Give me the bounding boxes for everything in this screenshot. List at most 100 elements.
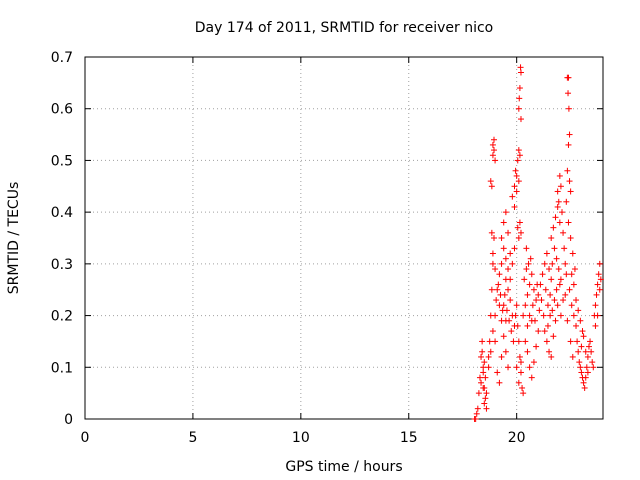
data-point (481, 400, 488, 407)
data-point (565, 141, 572, 148)
data-point (513, 302, 520, 309)
data-point (539, 271, 546, 278)
data-point (543, 338, 550, 345)
data-point (530, 286, 537, 293)
data-point (553, 286, 560, 293)
data-point (491, 147, 498, 154)
data-point (517, 64, 524, 71)
data-point (511, 183, 518, 190)
data-point (550, 333, 557, 340)
data-point (566, 131, 573, 138)
data-point (533, 297, 540, 304)
data-point (585, 343, 592, 350)
data-point (571, 266, 578, 273)
data-point (474, 405, 481, 412)
data-point (565, 219, 572, 226)
x-axis-label: GPS time / hours (285, 459, 402, 475)
data-point (492, 312, 499, 319)
data-point (494, 369, 501, 376)
data-point (505, 364, 512, 371)
data-point (473, 410, 480, 417)
axis-ticks: 0 5 10 15 20 0 0.1 0.2 0.3 0.4 0.5 0.6 0.7 (51, 50, 603, 446)
data-point (491, 235, 498, 241)
data-point (489, 250, 496, 257)
data-point (527, 255, 534, 262)
data-point (592, 322, 599, 329)
data-point (593, 291, 600, 298)
data-point (505, 266, 512, 273)
data-point (509, 260, 516, 267)
data-point (541, 260, 548, 267)
data-point (584, 353, 591, 360)
data-point (548, 276, 555, 283)
data-point (556, 172, 563, 179)
data-point (505, 229, 512, 236)
data-point (574, 338, 581, 345)
data-point (563, 198, 570, 205)
data-point (544, 302, 551, 309)
data-point (496, 271, 503, 278)
data-point (514, 224, 521, 231)
data-point (551, 297, 558, 304)
data-point (542, 286, 549, 293)
data-point (589, 359, 596, 366)
data-point (540, 312, 547, 319)
data-point (516, 85, 523, 92)
data-point (541, 328, 548, 335)
data-point (515, 178, 522, 185)
data-point (567, 338, 574, 345)
data-point (566, 178, 573, 185)
data-point (475, 390, 482, 397)
data-point (502, 255, 509, 262)
data-point (519, 384, 526, 391)
data-point (582, 374, 589, 381)
data-point (567, 188, 574, 195)
data-point (580, 333, 587, 340)
data-point (515, 338, 522, 345)
data-point (596, 286, 603, 293)
data-point (582, 348, 589, 355)
data-point (568, 271, 575, 278)
scatter-points (471, 64, 604, 422)
data-point (502, 209, 509, 216)
data-point (512, 167, 519, 174)
data-point (489, 141, 496, 148)
data-point (594, 281, 601, 288)
data-point (528, 374, 535, 381)
data-point (482, 395, 489, 402)
data-point (581, 384, 588, 391)
data-point (560, 297, 567, 304)
data-point (500, 333, 507, 340)
data-point (515, 147, 522, 154)
data-point (485, 353, 492, 360)
data-point (511, 245, 518, 252)
data-point (524, 348, 531, 355)
data-point (479, 348, 486, 355)
y-tick-label: 0.4 (51, 205, 73, 221)
data-point (479, 338, 486, 345)
data-point (570, 312, 577, 319)
data-point (577, 364, 584, 371)
data-point (547, 291, 554, 298)
data-point (517, 369, 524, 376)
x-tick-label: 15 (400, 430, 418, 446)
data-point (573, 322, 580, 329)
data-point (489, 152, 496, 159)
data-point (562, 291, 569, 298)
data-point (556, 219, 563, 226)
data-point (515, 105, 522, 112)
data-point (556, 281, 563, 288)
data-point (564, 167, 571, 174)
data-point (569, 250, 576, 257)
data-point (498, 235, 505, 241)
data-point (476, 374, 483, 381)
grid-lines (85, 57, 603, 419)
data-point (520, 312, 527, 319)
data-point (508, 328, 515, 335)
data-point (488, 286, 495, 293)
data-point (544, 322, 551, 329)
data-point (510, 338, 517, 345)
data-point (575, 348, 582, 355)
data-point (532, 317, 539, 324)
x-tick-label: 0 (81, 430, 90, 446)
